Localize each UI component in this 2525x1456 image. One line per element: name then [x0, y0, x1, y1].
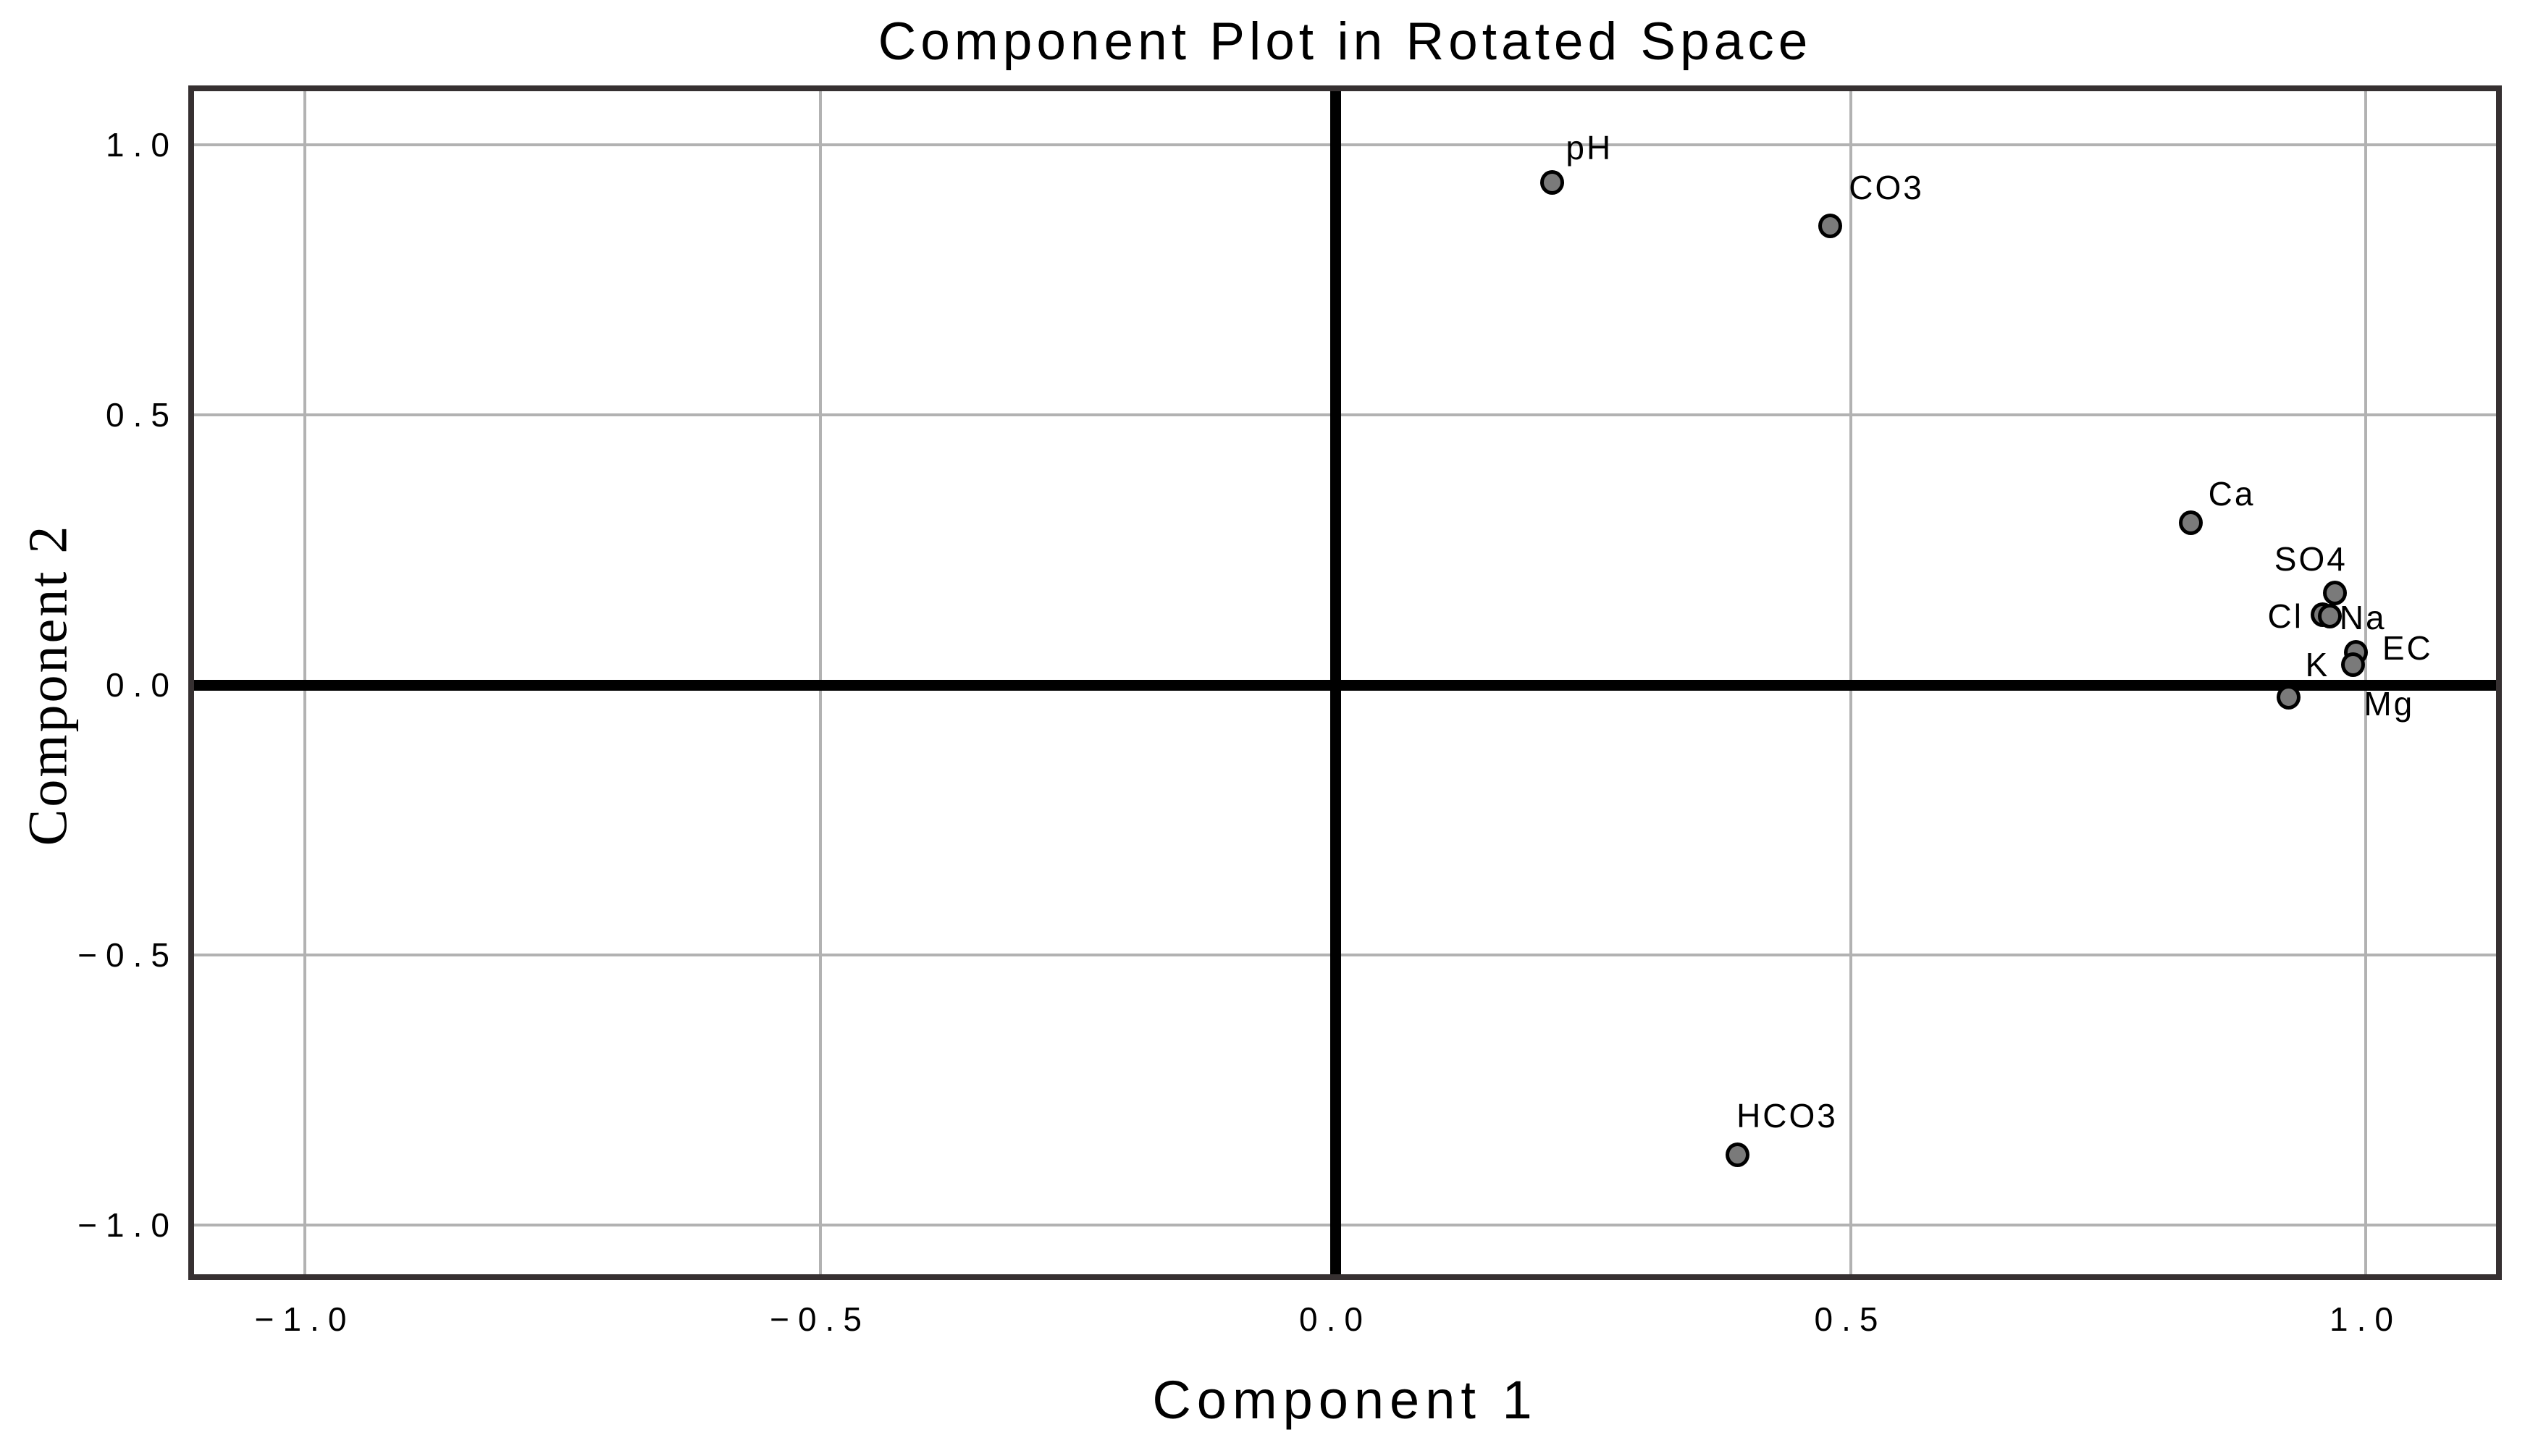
data-point-CO3 [1818, 213, 1843, 238]
x-tick-label: −1.0 [254, 1300, 356, 1338]
data-point-label-K: K [2305, 645, 2330, 683]
horizontal-gridline [188, 954, 2502, 956]
data-point-HCO3 [1725, 1143, 1749, 1168]
y-tick-label: 1.0 [106, 126, 178, 164]
data-point-label-Cl: Cl [2267, 597, 2303, 636]
chart-title: Component Plot in Rotated Space [878, 12, 1812, 71]
data-point-label-Ca: Ca [2208, 475, 2256, 513]
data-point-label-HCO3: HCO3 [1736, 1097, 1838, 1135]
data-point-K [2340, 652, 2365, 677]
x-tick-label: 1.0 [2329, 1300, 2402, 1338]
horizontal-gridline [188, 413, 2502, 416]
plot-area: pH CO3 Ca SO4 Cl Na EC K Mg HCO3 [188, 85, 2502, 1280]
y-zero-reference-line [188, 680, 2502, 691]
horizontal-gridline [188, 1224, 2502, 1226]
y-tick-label: 0.0 [106, 666, 178, 704]
data-point-label-Na: Na [2339, 598, 2387, 636]
data-point-label-pH: pH [1566, 129, 1613, 167]
x-tick-label: −0.5 [770, 1300, 870, 1338]
data-point-label-EC: EC [2382, 629, 2433, 668]
data-point-Na [2318, 603, 2343, 628]
y-tick-label: −1.0 [77, 1206, 178, 1244]
horizontal-gridline [188, 143, 2502, 146]
x-axis-title: Component 1 [1152, 1370, 1538, 1430]
y-tick-label: −0.5 [77, 936, 178, 974]
y-tick-label: 0.5 [106, 396, 178, 434]
data-point-pH [1539, 170, 1564, 195]
x-tick-label: 0.0 [1299, 1300, 1371, 1338]
data-point-Ca [2179, 510, 2203, 536]
data-point-label-CO3: CO3 [1849, 168, 1924, 206]
x-tick-label: 0.5 [1814, 1300, 1887, 1338]
data-point-SO4 [2323, 581, 2348, 606]
y-axis-title: Component 2 [17, 523, 79, 846]
plot-border [188, 85, 2502, 1280]
data-point-label-Mg: Mg [2364, 685, 2415, 723]
data-point-label-SO4: SO4 [2274, 540, 2348, 578]
data-point-Mg [2277, 685, 2301, 710]
